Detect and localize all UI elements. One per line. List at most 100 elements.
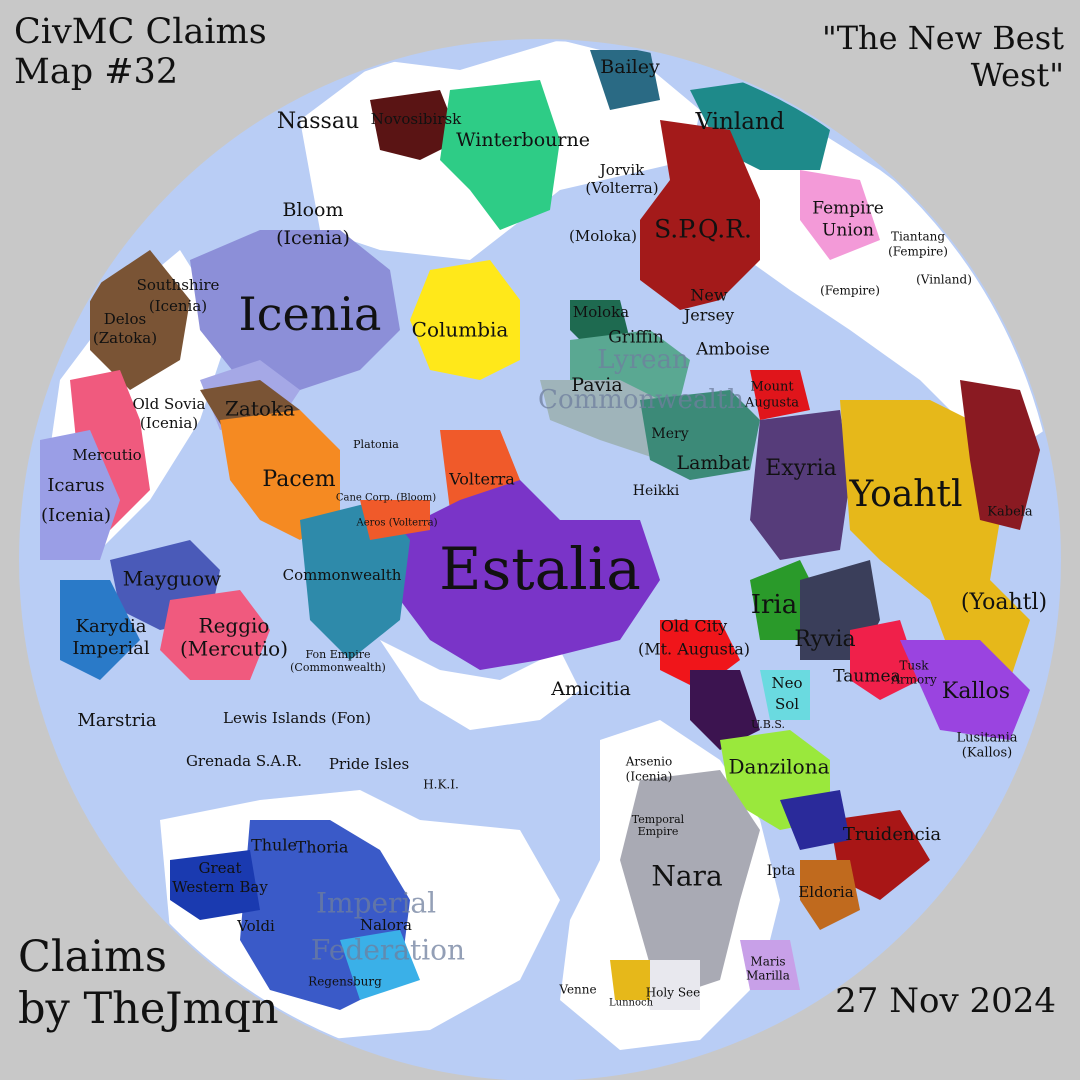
label-bailey: Bailey xyxy=(600,56,660,78)
label-hki: H.K.I. xyxy=(423,778,459,792)
label-imperial: Imperial xyxy=(72,638,149,659)
label-maris: Maris xyxy=(750,955,785,969)
label-aeros: Aeros (Volterra) xyxy=(355,518,437,529)
claim-estalia xyxy=(400,480,660,670)
label-novosibirsk: Novosibirsk xyxy=(371,110,462,128)
label-lusitania: Lusitania xyxy=(956,731,1017,746)
label-great: Great xyxy=(198,859,241,877)
label-imperial-federation-2: Federation xyxy=(311,934,465,967)
label-arsenio: Arsenio xyxy=(625,755,672,769)
claims-layer xyxy=(40,40,1060,1050)
label-winterbourne: Winterbourne xyxy=(456,129,590,151)
label-icarus-icenia: (Icenia) xyxy=(41,505,111,526)
label-amboise: Amboise xyxy=(695,340,770,360)
label-thule: Thule xyxy=(251,836,297,855)
label-tiantang: Tiantang xyxy=(891,230,945,244)
label-tiantang-fempire: (Fempire) xyxy=(888,245,948,259)
label-nalora: Nalora xyxy=(360,916,412,934)
claim-icenia xyxy=(190,230,400,390)
label-arsenio-icenia: (Icenia) xyxy=(626,770,673,784)
land-northeast xyxy=(700,110,1060,460)
label-mery: Mery xyxy=(651,426,688,442)
map-credit: Claims by TheJmqn xyxy=(18,932,279,1035)
label-eldoria: Eldoria xyxy=(798,883,853,901)
label-delos: Delos xyxy=(104,310,146,328)
map-subtitle-line2: West" xyxy=(970,55,1064,94)
label-thoria: Thoria xyxy=(296,838,349,857)
claim-nara xyxy=(620,770,760,1000)
label-reggio: Reggio xyxy=(199,614,270,638)
label-ipta: Ipta xyxy=(767,863,795,879)
claim-kallos xyxy=(900,640,1030,740)
map-credit-line1: Claims xyxy=(18,932,167,982)
map-title-line2: Map #32 xyxy=(14,52,179,93)
claim-truid-blue xyxy=(780,790,850,850)
label-vinland: Vinland xyxy=(695,109,785,135)
label-volterra: Volterra xyxy=(448,470,515,489)
claim-fempire-union xyxy=(800,170,880,260)
label-lambat: Lambat xyxy=(676,452,749,474)
label-mayguow: Mayguow xyxy=(123,567,222,591)
label-estalia: Estalia xyxy=(439,535,641,603)
label-regensburg: Regensburg xyxy=(308,975,382,989)
claim-commonwealth-teal xyxy=(300,500,410,660)
label-lunnoch: Lunnoch xyxy=(609,998,654,1009)
label-bloom-icenia: (Icenia) xyxy=(276,227,350,249)
map-credit-line2: by TheJmqn xyxy=(18,983,279,1034)
label-mount: Mount xyxy=(750,380,794,395)
map-labels: Icenia Estalia Yoahtl (Yoahtl) Nassau No… xyxy=(41,56,1047,1009)
label-fempire-union-2: Union xyxy=(822,221,874,241)
claim-columbia xyxy=(410,260,520,380)
map-subtitle-line1: "The New Best xyxy=(821,19,1064,57)
label-nassau: Nassau xyxy=(277,109,359,134)
label-griffin: Griffin xyxy=(608,328,664,348)
label-tusk-armory: Tusk xyxy=(899,659,929,673)
claim-neo-sol xyxy=(760,670,810,720)
claim-zatoka xyxy=(90,250,190,390)
claim-dark-purple xyxy=(690,670,760,750)
label-nara: Nara xyxy=(651,860,722,893)
label-temporal-empire: Temporal xyxy=(632,813,685,826)
label-jorvik-volterra: (Volterra) xyxy=(585,179,658,197)
map-date: 27 Nov 2024 xyxy=(835,981,1056,1021)
label-zatoka: Zatoka xyxy=(225,397,295,421)
map-title-line1: CivMC Claims xyxy=(14,12,267,52)
label-exyria: Exyria xyxy=(765,456,837,481)
claim-winterbourne xyxy=(440,80,560,230)
map-subtitle: "The New Best West" xyxy=(822,20,1064,94)
claim-pacem xyxy=(220,410,340,540)
label-holy-see: Holy See xyxy=(646,986,701,1000)
claim-eldoria xyxy=(800,860,860,930)
label-western-bay: Western Bay xyxy=(172,878,268,896)
label-amicitia: Amicitia xyxy=(550,678,631,700)
label-old-sovia: Old Sovia xyxy=(133,395,206,413)
label-delos-zatoka: (Zatoka) xyxy=(93,329,157,347)
label-pacem: Pacem xyxy=(262,467,335,492)
world-border xyxy=(19,39,1061,1080)
label-commonwealth: Commonwealth xyxy=(283,566,402,584)
label-southshire: Southshire xyxy=(137,276,220,294)
label-platonia: Platonia xyxy=(353,438,399,451)
label-heikki: Heikki xyxy=(633,483,680,499)
label-old-city-augusta: (Mt. Augusta) xyxy=(638,640,750,659)
label-lusitania-kallos: (Kallos) xyxy=(962,746,1012,761)
label-truidencia: Truidencia xyxy=(843,824,942,845)
claim-kabela xyxy=(960,380,1040,530)
label-moloka-paren: (Moloka) xyxy=(569,227,637,245)
label-tusk-armory-2: Armory xyxy=(890,673,937,687)
label-pavia: Pavia xyxy=(571,374,622,396)
label-voldi: Voldi xyxy=(236,917,275,935)
claim-icarus xyxy=(40,430,120,560)
label-old-city: Old City xyxy=(661,617,727,636)
label-lyrean-commonwealth: Commonwealth xyxy=(538,385,744,415)
label-icarus: Icarus xyxy=(47,475,104,496)
claim-bailey xyxy=(590,50,660,110)
label-old-sovia-icenia: (Icenia) xyxy=(140,414,198,432)
label-jersey: Jersey xyxy=(682,306,734,325)
claim-mery-lambat xyxy=(640,390,760,480)
label-pride-isles: Pride Isles xyxy=(329,755,409,773)
label-fempire-paren: (Fempire) xyxy=(820,284,880,298)
label-yoahtl: Yoahtl xyxy=(849,474,963,515)
label-spqr: S.P.Q.R. xyxy=(654,215,752,244)
